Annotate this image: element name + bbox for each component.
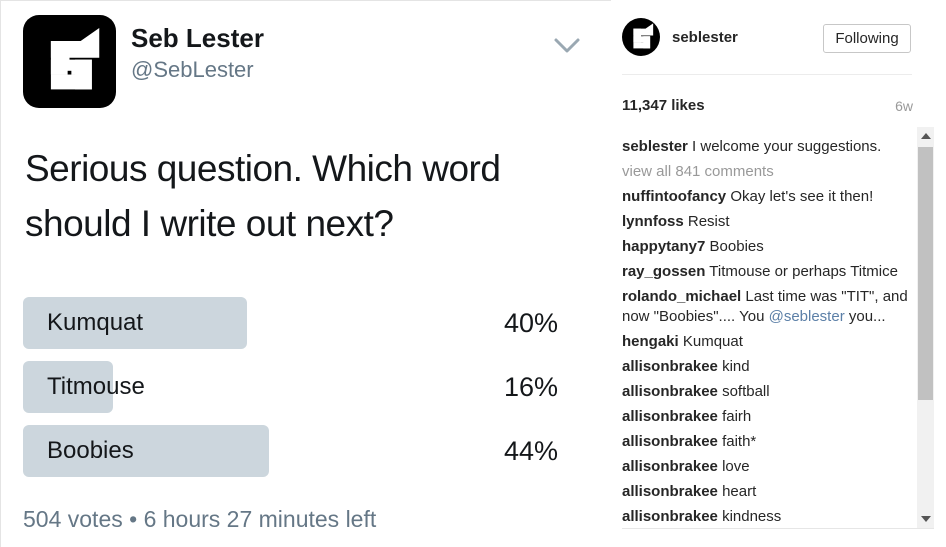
comment: allisonbrakee softball bbox=[622, 382, 912, 402]
comment-text: Last time was "TIT", and now "Boobies"..… bbox=[622, 288, 908, 325]
following-button[interactable]: Following bbox=[823, 24, 911, 53]
scroll-thumb[interactable] bbox=[918, 147, 933, 400]
poll-percent: 44% bbox=[503, 436, 558, 466]
s-logo-icon bbox=[633, 23, 654, 49]
comment: nuffintoofancy Okay let's see it then! bbox=[622, 187, 912, 207]
tweet-author-handle[interactable]: @SebLester bbox=[131, 57, 254, 82]
poll-option-row: Titmouse 16% bbox=[23, 361, 558, 413]
comment-username[interactable]: ray_gossen bbox=[622, 263, 706, 280]
comment-username[interactable]: seblester bbox=[622, 138, 688, 155]
comment-username[interactable]: allisonbrakee bbox=[622, 433, 718, 450]
comment-text: you... bbox=[844, 308, 886, 325]
comment-text: heart bbox=[722, 483, 757, 500]
tweet-avatar[interactable] bbox=[23, 15, 116, 108]
comment-text: I welcome your suggestions. bbox=[692, 138, 882, 155]
scroll-down-arrow-icon[interactable] bbox=[921, 516, 931, 522]
instagram-avatar[interactable] bbox=[622, 18, 660, 56]
likes-count[interactable]: 11,347 likes bbox=[622, 97, 705, 114]
comment-username[interactable]: lynnfoss bbox=[622, 213, 684, 230]
tweet-card: Seb Lester @SebLester Serious question. … bbox=[0, 0, 611, 547]
comment: hengaki Kumquat bbox=[622, 332, 912, 352]
poll-percent: 40% bbox=[503, 308, 558, 338]
comment-text: faith* bbox=[722, 433, 757, 450]
comment-username[interactable]: allisonbrakee bbox=[622, 408, 718, 425]
poll-bar bbox=[23, 297, 247, 349]
votes-footer: 504 votes • 6 hours 27 minutes left bbox=[23, 506, 377, 532]
poll-bar bbox=[23, 425, 270, 477]
comment: allisonbrakee kindness bbox=[622, 507, 912, 527]
comment-username[interactable]: nuffintoofancy bbox=[622, 188, 727, 205]
comment-text: Resist bbox=[687, 213, 730, 230]
comment-text: kindness bbox=[722, 508, 782, 525]
tweet-author-name[interactable]: Seb Lester bbox=[131, 23, 264, 53]
tweet-text-line: Serious question. Which word bbox=[25, 148, 501, 189]
comment-text: fairh bbox=[722, 408, 752, 425]
header-divider bbox=[622, 74, 912, 75]
comment: rolando_michael Last time was "TIT", and… bbox=[622, 287, 912, 327]
comment-username[interactable]: allisonbrakee bbox=[622, 508, 718, 525]
scroll-up-arrow-icon[interactable] bbox=[921, 133, 931, 139]
comment-box-divider bbox=[622, 528, 934, 529]
comment: ray_gossen Titmouse or perhaps Titmice bbox=[622, 262, 912, 282]
comment: lynnfoss Resist bbox=[622, 212, 912, 232]
comment-username[interactable]: happytany7 bbox=[622, 238, 706, 255]
instagram-panel: seblester Following 11,347 likes 6w sebl… bbox=[622, 0, 936, 547]
s-logo-icon bbox=[50, 28, 100, 90]
comment-text: love bbox=[722, 458, 750, 475]
comment: happytany7 Boobies bbox=[622, 237, 912, 257]
comment-username[interactable]: allisonbrakee bbox=[622, 458, 718, 475]
comment-username[interactable]: allisonbrakee bbox=[622, 383, 718, 400]
poll-bar bbox=[23, 361, 113, 413]
comment: seblester I welcome your suggestions. bbox=[622, 137, 912, 157]
poll-option-label: Kumquat bbox=[47, 309, 144, 336]
mention-link[interactable]: @seblester bbox=[768, 308, 845, 325]
poll-option-row: Kumquat 40% bbox=[23, 297, 558, 349]
comment: allisonbrakee kind bbox=[622, 357, 912, 377]
view-all-comments[interactable]: view all 841 comments bbox=[622, 163, 774, 180]
comment-text: Boobies bbox=[709, 238, 764, 255]
instagram-username[interactable]: seblester bbox=[672, 29, 738, 46]
comment: allisonbrakee faith* bbox=[622, 432, 912, 452]
comment-text: Okay let's see it then! bbox=[730, 188, 874, 205]
poll-option-label: Boobies bbox=[47, 437, 134, 464]
comment-text: kind bbox=[722, 358, 750, 375]
comment: allisonbrakee fairh bbox=[622, 407, 912, 427]
comment-username[interactable]: hengaki bbox=[622, 333, 679, 350]
tweet-text-line: should I write out next? bbox=[25, 203, 394, 244]
chevron-down-icon[interactable] bbox=[553, 37, 581, 59]
comment-text: Titmouse or perhaps Titmice bbox=[709, 263, 898, 280]
comment-text: softball bbox=[722, 383, 770, 400]
post-timestamp: 6w bbox=[895, 98, 913, 114]
comment-username[interactable]: allisonbrakee bbox=[622, 358, 718, 375]
tweet-text: Serious question. Which word should I wr… bbox=[25, 141, 565, 251]
poll-percent: 16% bbox=[503, 372, 558, 402]
comment-username[interactable]: rolando_michael bbox=[622, 288, 742, 305]
poll: Kumquat 40% Titmouse 16% Boobies 44% bbox=[23, 297, 558, 489]
poll-option-row: Boobies 44% bbox=[23, 425, 558, 477]
scrollbar[interactable] bbox=[917, 127, 934, 528]
comment-text: Kumquat bbox=[682, 333, 743, 350]
comment: allisonbrakee heart bbox=[622, 482, 912, 502]
poll-option-label: Titmouse bbox=[47, 373, 145, 400]
comments-list: seblester I welcome your suggestions. vi… bbox=[622, 130, 912, 534]
comment: allisonbrakee love bbox=[622, 457, 912, 477]
comment-username[interactable]: allisonbrakee bbox=[622, 483, 718, 500]
